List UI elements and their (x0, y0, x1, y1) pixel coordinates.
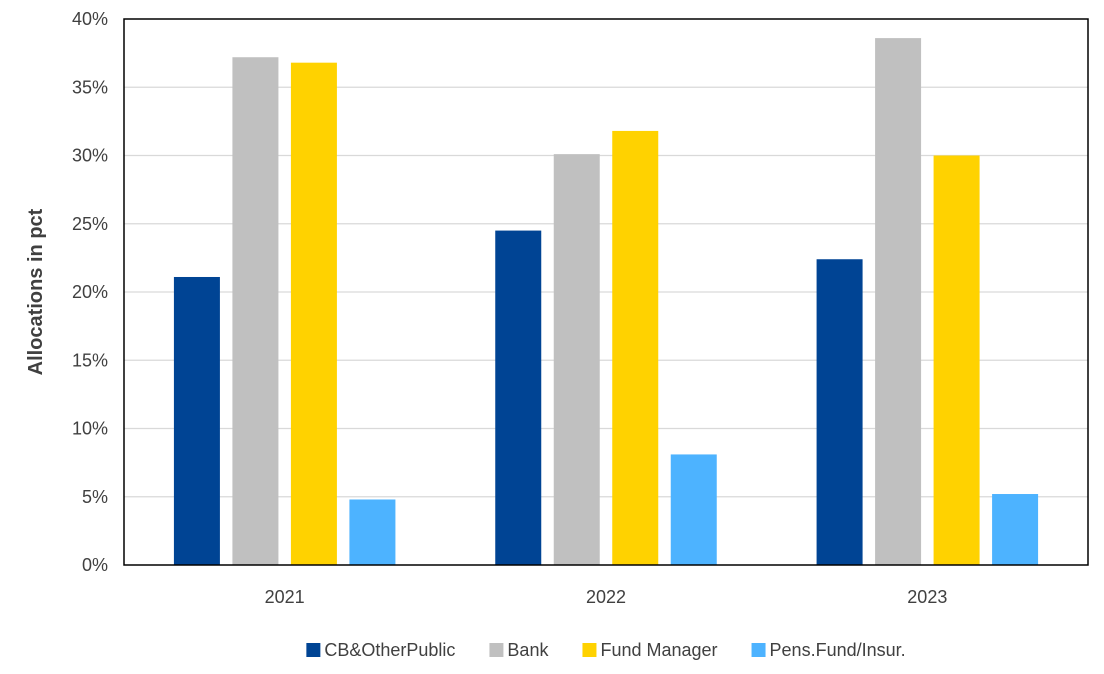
bars (173, 38, 1039, 566)
bar-fund-manager-2021 (290, 62, 337, 566)
legend-item-cb-otherpublic: CB&OtherPublic (306, 640, 455, 660)
x-axis-tick-labels: 2021 2022 2023 (265, 587, 948, 607)
legend-item-fund-manager: Fund Manager (582, 640, 718, 660)
legend: CB&OtherPublic Bank Fund Manager Pens.Fund/… (306, 640, 906, 660)
x-tick-label: 2023 (907, 587, 947, 607)
bar-bank-2022 (553, 154, 600, 565)
y-tick-label: 15% (72, 350, 108, 370)
bar-pens-fund-insur--2023 (992, 494, 1039, 565)
legend-swatch (751, 643, 766, 657)
bar-fund-manager-2022 (612, 130, 659, 565)
legend-label: Bank (507, 640, 549, 660)
x-tick-label: 2022 (586, 587, 626, 607)
bar-bank-2023 (875, 38, 922, 566)
legend-item-bank: Bank (489, 640, 549, 660)
bar-pens-fund-insur--2022 (670, 454, 717, 565)
y-tick-label: 40% (72, 9, 108, 29)
legend-swatch (489, 643, 504, 657)
bar-cb-otherpublic-2023 (816, 259, 863, 565)
y-tick-label: 25% (72, 214, 108, 234)
y-tick-label: 10% (72, 419, 108, 439)
bar-cb-otherpublic-2021 (173, 276, 220, 565)
legend-label: Fund Manager (600, 640, 717, 660)
y-tick-label: 20% (72, 282, 108, 302)
bar-fund-manager-2023 (933, 155, 980, 565)
gridlines (124, 86, 1088, 498)
x-tick-label: 2021 (265, 587, 305, 607)
y-tick-label: 0% (82, 555, 108, 575)
plot-area-border (123, 18, 1089, 566)
y-axis-tick-labels: 0% 5% 10% 15% 20% 25% 30% 35% 40% (72, 9, 108, 575)
y-axis-label: Allocations in pct (25, 208, 47, 375)
bar-bank-2021 (232, 57, 279, 565)
legend-item-pens-fund-insur-: Pens.Fund/Insur. (751, 640, 906, 660)
y-tick-label: 35% (72, 77, 108, 97)
y-tick-label: 30% (72, 146, 108, 166)
legend-swatch (582, 643, 597, 657)
bar-pens-fund-insur--2021 (349, 499, 396, 565)
y-tick-label: 5% (82, 487, 108, 507)
legend-label: CB&OtherPublic (324, 640, 455, 660)
bar-cb-otherpublic-2022 (495, 230, 542, 565)
legend-label: Pens.Fund/Insur. (770, 640, 906, 660)
legend-swatch (306, 643, 321, 657)
